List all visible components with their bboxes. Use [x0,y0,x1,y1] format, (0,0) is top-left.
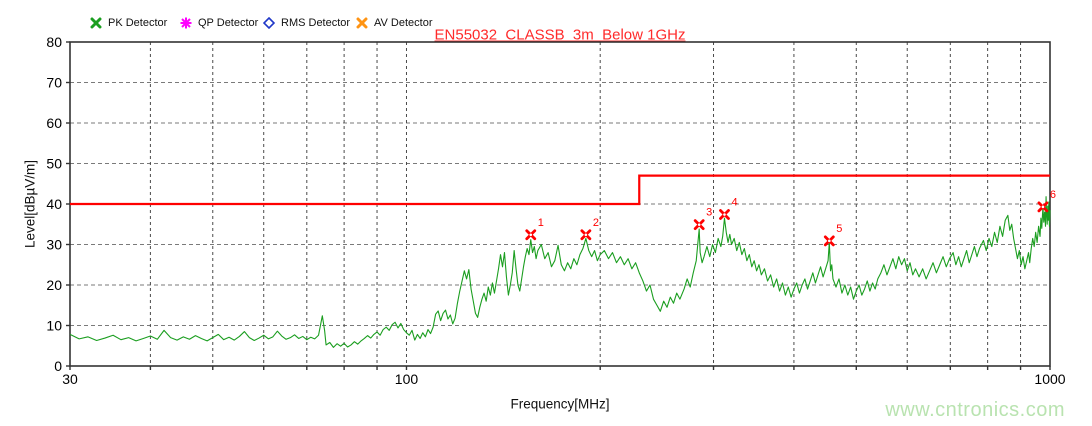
peak-marker-label-4: 4 [731,197,737,209]
y-tick-label-20: 20 [46,277,62,293]
watermark-text: www.cntronics.com [885,399,1065,421]
y-tick-label-40: 40 [46,196,62,212]
y-tick-label-60: 60 [46,115,62,131]
y-tick-label-0: 0 [54,358,62,374]
legend-item-pk-detector: PK Detector [90,16,167,30]
x-tick-label-30: 30 [62,371,78,387]
peak-marker-label-6: 6 [1050,189,1056,201]
legend-label: PK Detector [108,17,168,29]
peak-marker-center-4 [723,213,726,216]
legend-label: RMS Detector [281,17,351,29]
peak-marker-center-2 [584,233,588,237]
legend-label: QP Detector [198,17,259,29]
y-tick-label-70: 70 [46,75,62,91]
legend-item-av-detector: AV Detector [356,16,433,30]
legend-item-qp-detector: QP Detector [180,16,258,30]
y-tick-label-30: 30 [46,237,62,253]
peak-marker-center-3 [697,223,701,226]
asterisk-marker-icon [180,17,192,29]
y-axis-title: Level[dBµV/m] [22,159,38,249]
peak-marker-label-2: 2 [593,217,599,229]
peak-marker-center-5 [828,239,831,243]
legend-item-rms-detector: RMS Detector [263,16,350,30]
peak-marker-center-6 [1041,205,1045,209]
peak-marker-label-5: 5 [836,223,842,235]
y-tick-label-80: 80 [46,34,62,50]
x-marker-icon [356,17,368,29]
x-tick-label-100: 100 [395,371,419,387]
y-tick-label-10: 10 [46,318,62,334]
legend-label: AV Detector [374,17,433,29]
peak-marker-center-1 [529,233,533,237]
x-tick-label-1000: 1000 [1034,371,1065,387]
x-marker-icon [90,17,102,29]
diamond-marker-icon [263,17,275,29]
class-b-limit-line [70,174,1050,206]
y-tick-label-50: 50 [46,156,62,172]
x-axis-title: Frequency[MHz] [510,396,610,412]
peak-marker-label-1: 1 [538,217,544,229]
pk-trace-line [69,196,1051,348]
detector-legend: PK Detector QP Detector RMS Detector AV Det… [0,0,1092,32]
chart-title: EN55032_CLASSB_3m_Below 1GHz [434,26,686,44]
peak-marker-label-3: 3 [706,207,712,219]
